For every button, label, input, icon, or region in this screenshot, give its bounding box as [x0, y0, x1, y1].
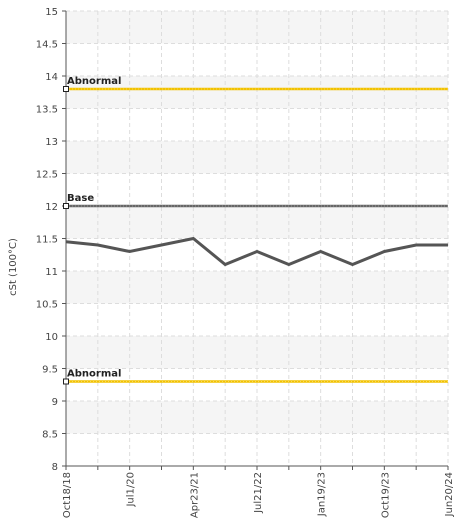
y-tick-label: 8.5	[42, 430, 58, 441]
y-tick-label: 11.5	[36, 235, 58, 246]
y-tick-label: 10.5	[36, 300, 58, 311]
y-tick-label: 15	[45, 7, 58, 18]
reference-label: Abnormal	[67, 76, 121, 87]
series-line	[65, 236, 448, 267]
x-tick-label: Apr23/21	[189, 472, 200, 518]
reference-label: Base	[67, 193, 94, 204]
y-tick-label: 11	[45, 267, 58, 278]
series-lines	[65, 236, 448, 267]
x-tick-label: Jan19/23	[317, 472, 328, 517]
y-tick-label: 12.5	[36, 170, 58, 181]
x-tick-label: Jul21/22	[253, 472, 264, 514]
y-tick-label: 9.5	[42, 365, 58, 376]
y-tick-label: 14	[45, 72, 58, 83]
y-axis-label: cSt (100°C)	[8, 238, 19, 296]
reference-label: Abnormal	[67, 369, 121, 380]
x-tick-label: Oct18/18	[62, 472, 73, 518]
reference-lines: Abnormal Base Abnormal	[63, 76, 448, 385]
reference-marker	[63, 378, 69, 385]
y-tick-label: 8	[52, 462, 58, 473]
y-tick-label: 10	[45, 332, 58, 343]
y-tick-label: 12	[45, 202, 58, 213]
y-tick-label: 14.5	[36, 40, 58, 51]
reference-marker	[63, 203, 69, 209]
y-tick-label: 13.5	[36, 105, 58, 116]
y-tick-labels: 8 8.5 9 9.5 10 10.5 11 11.5 12 12.5 13 13.5 14 14.5 15	[36, 7, 58, 473]
x-tick-labels: Oct18/18 Jul1/20 Apr23/21 Jul21/22 Jan19/23 O…	[62, 472, 454, 518]
y-tick-label: 9	[52, 397, 58, 408]
reference-marker	[63, 86, 69, 92]
x-tick-label: Oct19/23	[380, 472, 391, 518]
x-tick-label: Jun20/24	[444, 472, 454, 517]
x-tick-label: Jul1/20	[126, 472, 137, 508]
y-tick-label: 13	[45, 137, 58, 148]
